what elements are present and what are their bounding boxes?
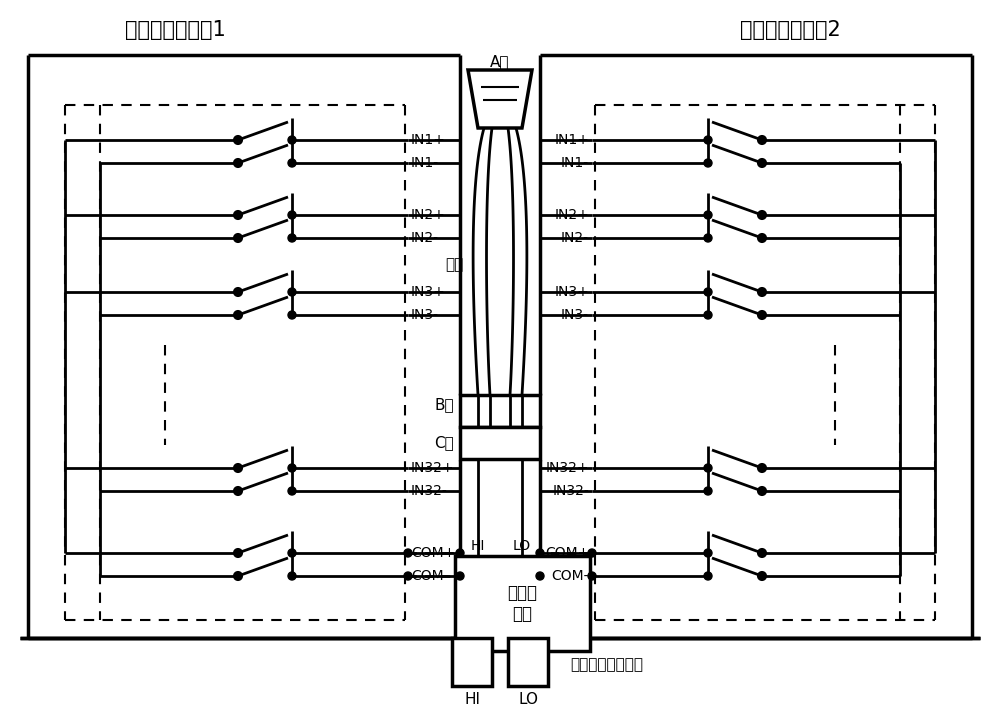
Circle shape xyxy=(758,159,766,167)
Text: COM+: COM+ xyxy=(545,546,589,560)
Circle shape xyxy=(234,136,242,144)
Circle shape xyxy=(288,464,296,472)
Text: IN3+: IN3+ xyxy=(554,285,589,299)
Circle shape xyxy=(758,572,766,580)
Circle shape xyxy=(234,549,242,557)
Text: HI: HI xyxy=(471,539,485,553)
Circle shape xyxy=(758,487,766,495)
Text: IN2-: IN2- xyxy=(561,231,589,245)
Text: B端: B端 xyxy=(434,398,454,413)
Text: IN1+: IN1+ xyxy=(554,133,589,147)
Circle shape xyxy=(288,572,296,580)
Circle shape xyxy=(758,549,766,557)
Circle shape xyxy=(404,572,412,580)
Circle shape xyxy=(288,549,296,557)
Circle shape xyxy=(704,464,712,472)
Text: LO: LO xyxy=(513,539,531,553)
Text: IN2+: IN2+ xyxy=(554,208,589,222)
Circle shape xyxy=(234,311,242,319)
Circle shape xyxy=(536,549,544,557)
Text: A端: A端 xyxy=(490,55,510,70)
Polygon shape xyxy=(468,70,532,128)
Text: COM+: COM+ xyxy=(411,546,455,560)
Text: HI: HI xyxy=(464,692,480,707)
Text: IN3-: IN3- xyxy=(561,308,589,322)
Circle shape xyxy=(234,464,242,472)
Circle shape xyxy=(758,288,766,296)
Circle shape xyxy=(456,549,464,557)
Text: IN1-: IN1- xyxy=(561,156,589,170)
Text: COM-: COM- xyxy=(552,569,589,583)
Bar xyxy=(455,556,590,651)
Text: IN1-: IN1- xyxy=(411,156,439,170)
Circle shape xyxy=(704,211,712,219)
Text: IN3+: IN3+ xyxy=(411,285,446,299)
Circle shape xyxy=(758,136,766,144)
Text: IN32+: IN32+ xyxy=(411,461,454,475)
Circle shape xyxy=(288,211,296,219)
Circle shape xyxy=(758,464,766,472)
Text: LO: LO xyxy=(518,692,538,707)
Circle shape xyxy=(588,549,596,557)
Circle shape xyxy=(234,211,242,219)
Text: IN1+: IN1+ xyxy=(411,133,446,147)
Text: IN2+: IN2+ xyxy=(411,208,446,222)
Circle shape xyxy=(588,572,596,580)
Circle shape xyxy=(288,136,296,144)
Bar xyxy=(460,395,540,427)
Circle shape xyxy=(704,487,712,495)
Text: 四线测试方式引线: 四线测试方式引线 xyxy=(570,657,643,672)
Circle shape xyxy=(234,159,242,167)
Circle shape xyxy=(758,311,766,319)
Circle shape xyxy=(704,311,712,319)
Circle shape xyxy=(234,487,242,495)
Text: IN3-: IN3- xyxy=(411,308,439,322)
Text: 程控多路选择器2: 程控多路选择器2 xyxy=(740,20,840,40)
Circle shape xyxy=(288,234,296,242)
Text: IN32-: IN32- xyxy=(411,484,448,498)
Text: IN2-: IN2- xyxy=(411,231,439,245)
Circle shape xyxy=(288,311,296,319)
Bar xyxy=(460,427,540,459)
Circle shape xyxy=(758,234,766,242)
Text: IN32-: IN32- xyxy=(552,484,589,498)
Circle shape xyxy=(288,487,296,495)
Circle shape xyxy=(234,234,242,242)
Text: 数字多
用表: 数字多 用表 xyxy=(508,584,538,623)
Text: COM-: COM- xyxy=(411,569,448,583)
Text: IN32+: IN32+ xyxy=(546,461,589,475)
Circle shape xyxy=(288,159,296,167)
Bar xyxy=(508,638,548,686)
Circle shape xyxy=(758,211,766,219)
Circle shape xyxy=(456,572,464,580)
Circle shape xyxy=(404,549,412,557)
Bar xyxy=(452,638,492,686)
Circle shape xyxy=(234,288,242,296)
Circle shape xyxy=(536,572,544,580)
Circle shape xyxy=(288,288,296,296)
Text: 线缆: 线缆 xyxy=(445,258,463,273)
Circle shape xyxy=(704,572,712,580)
Circle shape xyxy=(704,234,712,242)
Circle shape xyxy=(704,549,712,557)
Text: 程控多路选择器1: 程控多路选择器1 xyxy=(125,20,225,40)
Circle shape xyxy=(704,136,712,144)
Text: C端: C端 xyxy=(434,435,454,451)
Circle shape xyxy=(704,288,712,296)
Circle shape xyxy=(704,159,712,167)
Circle shape xyxy=(234,572,242,580)
